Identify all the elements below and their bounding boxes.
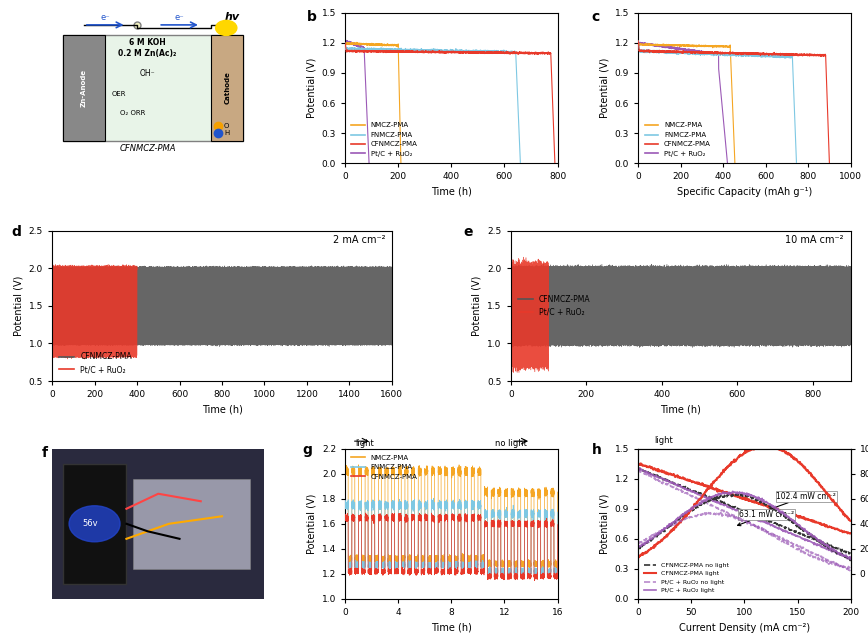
X-axis label: Time (h): Time (h) [431, 187, 472, 196]
Circle shape [69, 506, 120, 542]
Text: e⁻: e⁻ [174, 14, 184, 23]
Text: b: b [307, 10, 317, 24]
X-axis label: Time (h): Time (h) [431, 623, 472, 632]
Pt/C + RuO₂ no light [807, 549, 818, 557]
Text: e⁻: e⁻ [101, 14, 110, 23]
Y-axis label: Potential (V): Potential (V) [472, 276, 482, 336]
Text: 56v: 56v [82, 519, 98, 528]
Text: light: light [654, 578, 673, 587]
Text: 10 mA cm⁻²: 10 mA cm⁻² [786, 235, 844, 245]
CFNMCZ-PMA light [633, 459, 643, 467]
CFNMCZ-PMA no light [735, 506, 746, 513]
Bar [212, 35, 243, 140]
Bar [62, 464, 127, 584]
Text: Zn-Anode: Zn-Anode [81, 69, 87, 107]
Text: 6 M KOH: 6 M KOH [129, 39, 166, 48]
Text: hv: hv [225, 12, 240, 23]
Y-axis label: Potential (V): Potential (V) [13, 276, 23, 336]
Pt/C + RuO₂ light [845, 556, 856, 564]
CFNMCZ-PMA no light [734, 506, 745, 514]
CFNMCZ-PMA no light [841, 549, 852, 556]
Pt/C + RuO₂ light [807, 539, 818, 547]
CFNMCZ-PMA light [760, 502, 770, 509]
Text: 0.2 M Zn(Ac)₂: 0.2 M Zn(Ac)₂ [118, 49, 177, 58]
Text: d: d [11, 225, 21, 239]
Text: light: light [356, 439, 374, 448]
Pt/C + RuO₂ no light [633, 466, 643, 474]
Circle shape [215, 21, 237, 35]
Pt/C + RuO₂ no light [735, 515, 746, 522]
Legend: CFNMCZ-PMA, Pt/C + RuO₂: CFNMCZ-PMA, Pt/C + RuO₂ [56, 349, 135, 377]
Line: CFNMCZ-PMA no light: CFNMCZ-PMA no light [638, 468, 851, 554]
CFNMCZ-PMA light [735, 493, 746, 501]
X-axis label: Specific Capacity (mAh g⁻¹): Specific Capacity (mAh g⁻¹) [677, 187, 812, 196]
Pt/C + RuO₂ light [635, 464, 645, 472]
Text: light: light [654, 435, 673, 444]
Y-axis label: Potential (V): Potential (V) [599, 493, 609, 554]
Y-axis label: Potential (V): Potential (V) [306, 493, 316, 554]
CFNMCZ-PMA light [807, 518, 818, 526]
Text: H: H [224, 130, 229, 136]
Line: CFNMCZ-PMA light: CFNMCZ-PMA light [638, 463, 851, 533]
Pt/C + RuO₂ no light [734, 514, 745, 522]
Bar [62, 35, 105, 140]
Bar [133, 478, 250, 569]
X-axis label: Current Density (mA cm⁻²): Current Density (mA cm⁻²) [679, 623, 810, 632]
Pt/C + RuO₂ no light [840, 565, 851, 573]
Text: c: c [591, 10, 600, 24]
CFNMCZ-PMA no light [633, 466, 643, 473]
CFNMCZ-PMA light [845, 529, 856, 537]
Text: OER: OER [112, 91, 126, 97]
Line: Pt/C + RuO₂ light: Pt/C + RuO₂ light [638, 468, 851, 560]
Text: 63.1 mW cm⁻²: 63.1 mW cm⁻² [738, 510, 794, 526]
Y-axis label: Potential (V): Potential (V) [599, 58, 609, 118]
Text: e: e [464, 225, 473, 239]
Pt/C + RuO₂ light [760, 518, 770, 526]
Pt/C + RuO₂ light [633, 465, 643, 473]
Text: h: h [591, 442, 602, 457]
Text: OH⁻: OH⁻ [140, 69, 155, 78]
Text: f: f [42, 446, 48, 460]
Pt/C + RuO₂ no light [748, 521, 759, 529]
Pt/C + RuO₂ light [841, 553, 852, 560]
CFNMCZ-PMA no light [635, 464, 645, 472]
CFNMCZ-PMA light [845, 529, 856, 537]
CFNMCZ-PMA light [840, 528, 851, 536]
Text: no light: no light [495, 439, 527, 448]
Text: 2 mA cm⁻²: 2 mA cm⁻² [332, 235, 385, 245]
Text: CFNMCZ-PMA: CFNMCZ-PMA [120, 144, 176, 153]
Pt/C + RuO₂ light [748, 514, 759, 522]
CFNMCZ-PMA no light [807, 535, 818, 542]
Pt/C + RuO₂ no light [845, 566, 856, 574]
CFNMCZ-PMA light [734, 493, 745, 500]
Legend: NMCZ-PMA, FNMCZ-PMA, CFNMCZ-PMA: NMCZ-PMA, FNMCZ-PMA, CFNMCZ-PMA [349, 452, 420, 482]
CFNMCZ-PMA light [748, 498, 759, 506]
Pt/C + RuO₂ no light [760, 527, 770, 535]
Pt/C + RuO₂ light [735, 507, 746, 515]
X-axis label: Time (h): Time (h) [201, 404, 242, 415]
CFNMCZ-PMA no light [844, 550, 854, 558]
Pt/C + RuO₂ light [734, 507, 745, 515]
Legend: NMCZ-PMA, FNMCZ-PMA, CFNMCZ-PMA, Pt/C + RuO₂: NMCZ-PMA, FNMCZ-PMA, CFNMCZ-PMA, Pt/C + … [349, 120, 420, 160]
Legend: CFNMCZ-PMA, Pt/C + RuO₂: CFNMCZ-PMA, Pt/C + RuO₂ [515, 292, 594, 320]
Text: 102.4 mW cm⁻²: 102.4 mW cm⁻² [769, 492, 836, 510]
Text: O: O [224, 122, 229, 129]
CFNMCZ-PMA no light [760, 516, 770, 524]
FancyBboxPatch shape [62, 35, 243, 140]
Line: Pt/C + RuO₂ no light: Pt/C + RuO₂ no light [638, 470, 851, 571]
CFNMCZ-PMA no light [748, 510, 759, 518]
Text: g: g [303, 442, 312, 457]
Text: O₂ ORR: O₂ ORR [120, 110, 146, 116]
Y-axis label: Potential (V): Potential (V) [306, 58, 316, 118]
Legend: CFNMCZ-PMA no light, CFNMCZ-PMA light, Pt/C + RuO₂ no light, Pt/C + RuO₂ light: CFNMCZ-PMA no light, CFNMCZ-PMA light, P… [641, 560, 732, 596]
Pt/C + RuO₂ no light [845, 567, 856, 575]
CFNMCZ-PMA no light [845, 549, 856, 557]
Text: Cathode: Cathode [224, 71, 230, 104]
X-axis label: Time (h): Time (h) [661, 404, 701, 415]
Legend: NMCZ-PMA, FNMCZ-PMA, CFNMCZ-PMA, Pt/C + RuO₂: NMCZ-PMA, FNMCZ-PMA, CFNMCZ-PMA, Pt/C + … [641, 120, 713, 160]
